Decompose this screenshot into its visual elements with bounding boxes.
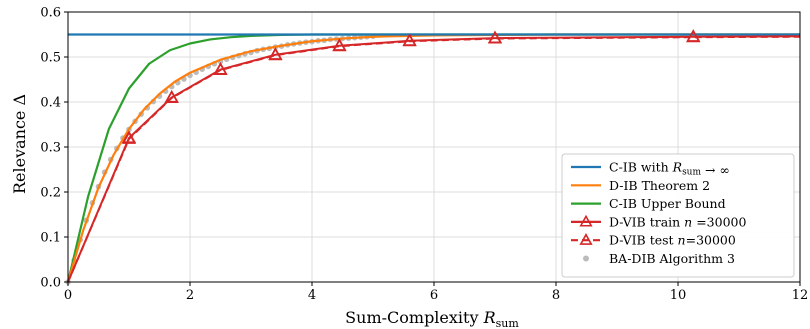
legend-entry: D-VIB train n =30000 xyxy=(571,214,746,229)
legend-label-tail: =30000 xyxy=(692,214,746,229)
y-tick-label: 0.4 xyxy=(40,96,61,111)
x-axis-title: Sum-Complexity Rsum xyxy=(345,308,519,329)
y-tick-label: 0.2 xyxy=(40,186,61,201)
legend-label-symbol: n xyxy=(684,214,692,229)
legend-swatch xyxy=(583,255,589,262)
x-tick-label: 8 xyxy=(552,288,560,303)
legend-label: D-VIB train n =30000 xyxy=(609,214,746,229)
y-axis-title-symbol: Δ xyxy=(10,94,29,106)
legend-entry: D-IB Theorem 2 xyxy=(571,178,710,193)
triangle-marker xyxy=(164,90,179,103)
triangle-marker xyxy=(487,30,503,44)
legend-label-main: D-IB Theorem 2 xyxy=(609,178,710,193)
series-line xyxy=(67,35,801,283)
legend-label-tail: → ∞ xyxy=(701,163,730,178)
x-axis-title-subscript: sum xyxy=(496,317,520,329)
plot-series xyxy=(65,29,801,285)
triangle-marker xyxy=(121,131,137,144)
x-tick-label: 12 xyxy=(792,288,809,303)
y-tick-label: 0.5 xyxy=(40,51,61,66)
legend-entry: C-IB Upper Bound xyxy=(571,196,726,211)
legend-label-main: D-VIB train xyxy=(609,214,684,229)
y-tick-label: 0.0 xyxy=(40,276,61,291)
triangle-marker xyxy=(579,214,593,227)
x-tick-label: 2 xyxy=(186,288,194,303)
triangle-marker xyxy=(402,33,417,47)
legend-label: D-IB Theorem 2 xyxy=(609,178,710,193)
legend-label-main: C-IB Upper Bound xyxy=(609,196,726,211)
legend-entry: BA-DIB Algorithm 3 xyxy=(583,251,735,266)
x-tick-label: 4 xyxy=(308,288,316,303)
x-tick-label: 10 xyxy=(670,288,687,303)
legend-label-sub: sum xyxy=(682,168,701,178)
legend-label: C-IB with Rsum → ∞ xyxy=(609,160,730,178)
y-axis-title-text: Relevance xyxy=(10,106,29,195)
legend-label: D-VIB test n=30000 xyxy=(609,233,736,248)
legend-label-main: D-VIB test xyxy=(609,233,678,248)
x-tick-label: 0 xyxy=(64,288,72,303)
triangle-marker xyxy=(579,233,593,245)
y-axis-title: Relevance Δ xyxy=(10,94,29,194)
x-axis-title-symbol: R xyxy=(483,308,496,327)
legend-label-tail: =30000 xyxy=(686,233,736,248)
legend-entry: C-IB with Rsum → ∞ xyxy=(571,160,730,178)
triangle-marker xyxy=(332,38,347,52)
triangle-marker xyxy=(268,47,283,61)
y-tick-label: 0.3 xyxy=(40,141,61,156)
legend-label-symbol: n xyxy=(678,233,686,248)
y-tick-label: 0.6 xyxy=(40,6,61,21)
series-4 xyxy=(67,29,801,283)
legend-label: BA-DIB Algorithm 3 xyxy=(609,251,735,266)
y-tick-label: 0.1 xyxy=(40,231,61,246)
legend-box xyxy=(561,153,795,278)
legend-entry: D-VIB test n=30000 xyxy=(571,233,736,248)
legend-label-main: C-IB with xyxy=(609,160,673,175)
x-axis-title-text: Sum-Complexity xyxy=(345,308,483,327)
legend-label-symbol: R xyxy=(672,160,682,175)
legend: C-IB with Rsum → ∞D-IB Theorem 2 C-IB Upp… xyxy=(561,153,795,278)
legend-label-main: BA-DIB Algorithm 3 xyxy=(609,251,735,266)
triangle-marker xyxy=(686,29,701,43)
triangle-marker xyxy=(213,62,228,76)
legend-label: C-IB Upper Bound xyxy=(609,196,726,211)
axis-ticks: 0 2 4 6 8 10 12 0.0 0.1 0.2 0.3 0.4 0.5 0.6 xyxy=(40,6,808,304)
x-tick-label: 6 xyxy=(430,288,438,303)
